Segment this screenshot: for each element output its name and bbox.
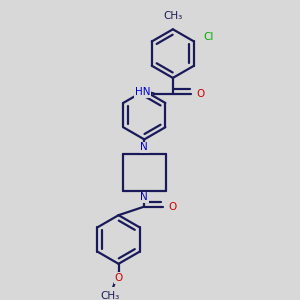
Text: O: O: [168, 202, 176, 212]
Text: CH₃: CH₃: [100, 291, 120, 300]
Text: O: O: [114, 273, 123, 283]
Text: N: N: [140, 142, 148, 152]
Text: Cl: Cl: [204, 32, 214, 42]
Text: HN: HN: [134, 87, 150, 97]
Text: O: O: [196, 88, 205, 99]
Text: N: N: [140, 192, 148, 202]
Text: CH₃: CH₃: [163, 11, 182, 21]
